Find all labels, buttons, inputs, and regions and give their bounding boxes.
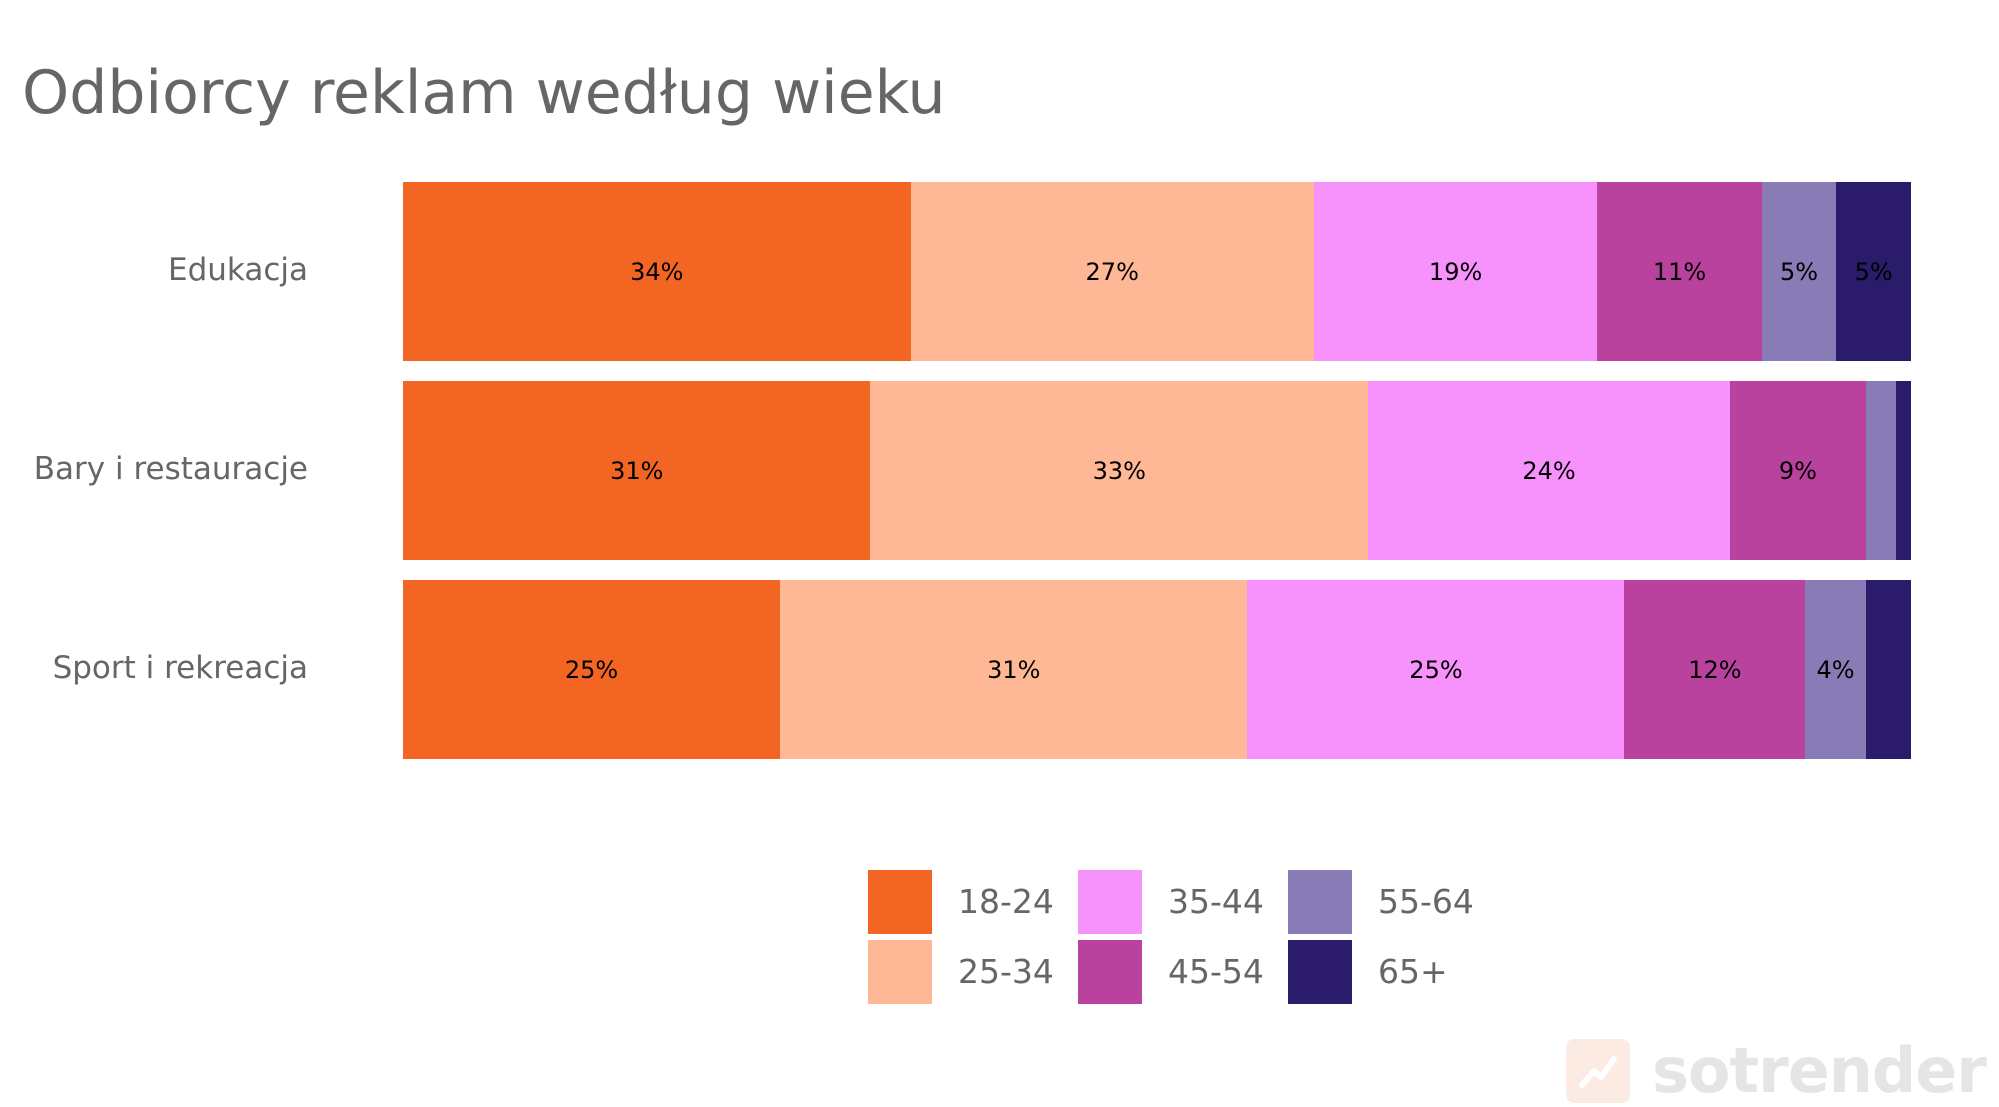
bar-segment: 11% [1597, 182, 1762, 361]
bar-segment: 25% [1247, 580, 1625, 759]
legend-swatch [1288, 940, 1352, 1004]
bar-segment: 9% [1730, 381, 1866, 560]
bar-segment: 34% [403, 182, 911, 361]
bar-segment: 19% [1313, 182, 1598, 361]
legend: 18-24 25-34 35-44 45-54 55-64 65+ [868, 870, 1498, 1010]
bar-segment [1865, 580, 1911, 759]
data-label: 5% [1779, 257, 1819, 286]
category-label: Sport i rekreacja [52, 650, 308, 686]
legend-swatch [868, 940, 932, 1004]
data-label: 9% [1778, 456, 1817, 485]
legend-label: 45-54 [1168, 952, 1264, 991]
watermark-text: sotrender [1652, 1034, 1987, 1107]
bar-segment [1895, 381, 1911, 560]
legend-item: 65+ [1288, 940, 1498, 1010]
legend-item: 55-64 [1288, 870, 1498, 940]
bar-segment: 33% [870, 381, 1369, 560]
bar-row: 25% 31% 25% 12% 4% [403, 580, 1911, 759]
bar-segment: 12% [1624, 580, 1806, 759]
chart-title: Odbiorcy reklam według wieku [22, 58, 946, 128]
bar-segment: 24% [1368, 381, 1730, 560]
data-label: 19% [1428, 257, 1483, 286]
legend-swatch [868, 870, 932, 934]
bar-row: 31% 33% 24% 9% [403, 381, 1911, 560]
watermark: sotrender [1566, 1034, 1987, 1107]
legend-swatch [1078, 940, 1142, 1004]
bar-segment [1865, 381, 1896, 560]
data-label: 12% [1688, 655, 1742, 684]
legend-label: 18-24 [958, 882, 1054, 921]
bar-segment: 31% [403, 381, 871, 560]
data-label: 4% [1816, 655, 1855, 684]
legend-label: 35-44 [1168, 882, 1264, 921]
legend-swatch [1288, 870, 1352, 934]
category-label: Bary i restauracje [33, 451, 308, 487]
bar-segment: 27% [910, 182, 1314, 361]
bar-row: 34% 27% 19% 11% 5% 5% [403, 182, 1911, 361]
legend-swatch [1078, 870, 1142, 934]
data-label: 34% [630, 257, 684, 286]
legend-label: 55-64 [1378, 882, 1474, 921]
bar-segment: 5% [1836, 182, 1911, 361]
data-label: 24% [1522, 456, 1576, 485]
bar-segment: 31% [780, 580, 1248, 759]
bar-segment: 5% [1761, 182, 1837, 361]
legend-item: 25-34 [868, 940, 1078, 1010]
data-label: 27% [1085, 257, 1139, 286]
legend-item: 35-44 [1078, 870, 1288, 940]
data-label: 11% [1652, 257, 1707, 286]
data-label: 31% [610, 456, 664, 485]
data-label: 25% [1409, 655, 1463, 684]
legend-item: 45-54 [1078, 940, 1288, 1010]
data-label: 25% [564, 655, 619, 684]
legend-label: 65+ [1378, 952, 1448, 991]
legend-label: 25-34 [958, 952, 1054, 991]
data-label: 33% [1092, 456, 1146, 485]
category-label: Edukacja [168, 252, 308, 288]
bar-segment: 4% [1805, 580, 1866, 759]
data-label: 5% [1854, 257, 1893, 286]
legend-item: 18-24 [868, 870, 1078, 940]
trend-logo-icon [1566, 1038, 1630, 1103]
bar-segment: 25% [403, 580, 780, 759]
data-label: 31% [987, 655, 1041, 684]
